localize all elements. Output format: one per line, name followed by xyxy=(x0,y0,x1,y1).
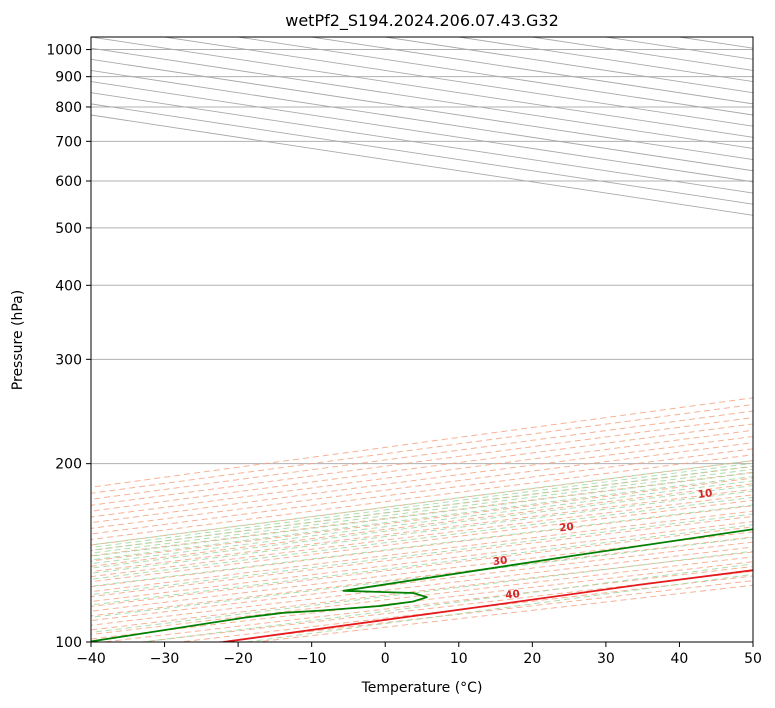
y-axis-label: Pressure (hPa) xyxy=(10,290,26,390)
isotherm-line xyxy=(91,81,753,183)
dry-adiabat-line xyxy=(91,483,753,567)
dry-adiabat-line xyxy=(91,471,753,557)
x-tick-label: −40 xyxy=(76,651,106,667)
x-tick-label: 20 xyxy=(523,651,541,667)
y-tick-label: 600 xyxy=(55,174,82,190)
x-tick-label: 40 xyxy=(671,651,689,667)
x-tick-label: −30 xyxy=(150,651,180,667)
moist-adiabat-label: 20 xyxy=(559,521,575,535)
dry-adiabat-line xyxy=(91,488,753,573)
moist-adiabat-line xyxy=(91,536,753,618)
dry-adiabat-line xyxy=(91,515,753,598)
plot-area xyxy=(91,37,753,642)
isotherm-line xyxy=(91,69,753,172)
isotherm-line xyxy=(91,103,753,205)
plot-frame xyxy=(90,36,754,643)
moist-adiabat-label: 30 xyxy=(492,554,508,568)
dry-adiabat-line xyxy=(91,505,753,588)
x-tick-label: −20 xyxy=(223,651,253,667)
dewpoint-profile-line xyxy=(91,528,753,642)
x-tick-label: 50 xyxy=(744,651,762,667)
y-tick-label: 900 xyxy=(55,70,82,86)
x-tick-label: 0 xyxy=(381,651,390,667)
isotherm-line xyxy=(91,92,753,194)
y-tick-label: 800 xyxy=(55,100,82,116)
isotherm-line xyxy=(91,114,753,216)
moist-adiabat-label: 40 xyxy=(505,588,521,602)
moist-adiabat-line xyxy=(91,462,753,549)
y-tick-label: 200 xyxy=(55,457,82,473)
x-axis-label: Temperature (°C) xyxy=(361,680,483,696)
moist-adiabat-line xyxy=(91,459,753,546)
moist-adiabat-line xyxy=(91,476,753,561)
x-tick-label: −10 xyxy=(297,651,327,667)
x-tick-label: 30 xyxy=(597,651,615,667)
y-tick-label: 1000 xyxy=(46,43,82,59)
moist-adiabat-line xyxy=(91,485,753,569)
moist-adiabat-line xyxy=(91,468,753,554)
y-tick-label: 500 xyxy=(55,221,82,237)
isotherm-line xyxy=(91,47,753,149)
y-tick-label: 100 xyxy=(55,635,82,651)
dry-adiabat-line xyxy=(91,510,753,593)
chart-title: wetPf2_S194.2024.206.07.43.G32 xyxy=(285,11,559,31)
dry-adiabat-line xyxy=(91,536,753,617)
y-tick-label: 700 xyxy=(55,134,82,150)
moist-adiabat-label: 10 xyxy=(697,487,713,501)
axes: −40 −30 −20 −10 0 10 20 30 40 50 1000 900 800 700 600 5… xyxy=(46,43,762,667)
x-tick-label: 10 xyxy=(450,651,468,667)
y-tick-label: 300 xyxy=(55,352,82,368)
y-tick-label: 400 xyxy=(55,278,82,294)
isotherm-line xyxy=(91,58,753,161)
dry-adiabat-line xyxy=(91,477,753,562)
